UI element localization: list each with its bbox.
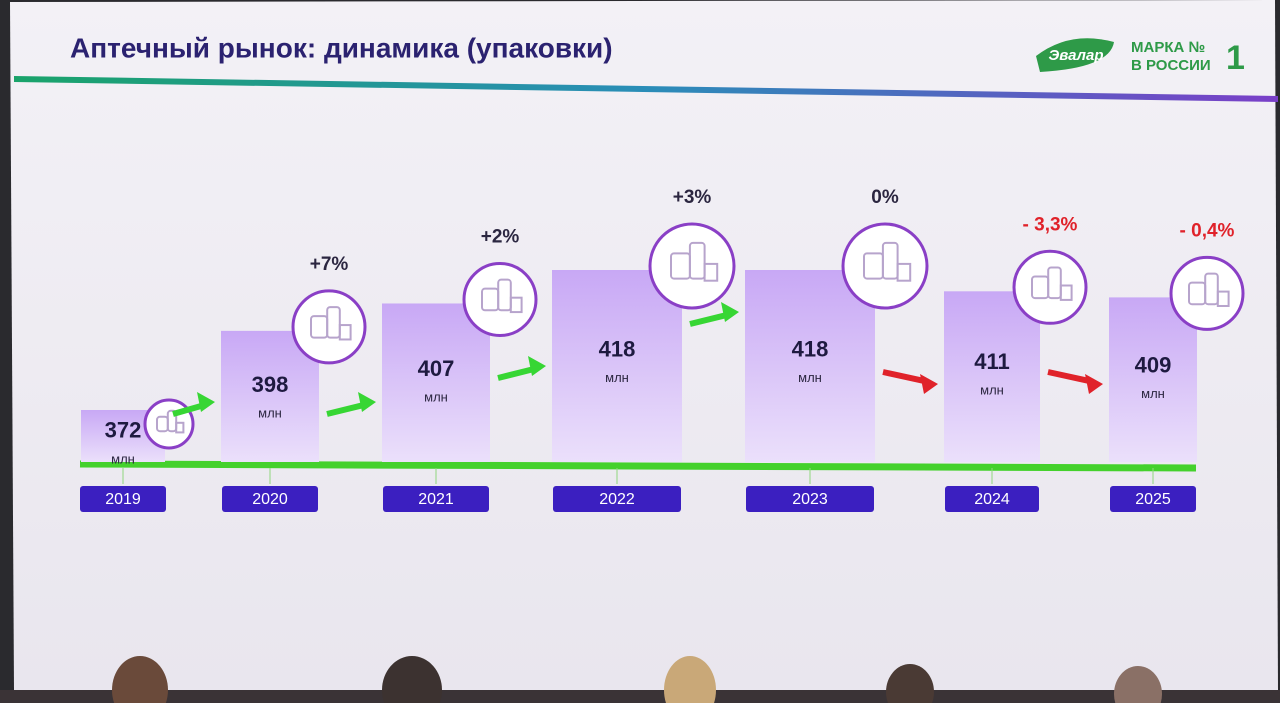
unit-label: млн [111, 451, 135, 466]
logo-line2: В РОССИИ [1131, 57, 1211, 74]
icon-bottle [1204, 272, 1219, 306]
change-label: - 3,3% [1023, 214, 1078, 235]
icon-bottle [1047, 266, 1062, 300]
year-label: 2021 [418, 491, 454, 508]
change-arrow [882, 369, 929, 385]
change-arrowhead [197, 392, 215, 412]
change-arrow [689, 311, 730, 327]
value-label: 411 [974, 349, 1010, 374]
bar [552, 270, 682, 462]
icon-box [703, 262, 719, 282]
stage [0, 690, 1280, 703]
change-label: +2% [481, 226, 520, 247]
change-arrowhead [721, 302, 739, 322]
title: Аптечный рынок: динамика (упаковки) [70, 32, 613, 63]
year-box [553, 486, 681, 512]
icon-bottle [881, 241, 899, 280]
year-box [1110, 486, 1196, 512]
bar [944, 291, 1040, 462]
unit-label: млн [980, 382, 1004, 397]
change-arrowhead [528, 356, 546, 376]
year-box [945, 486, 1039, 512]
change-arrowhead [358, 392, 376, 412]
change-arrow [326, 401, 367, 417]
icon-bottle [326, 306, 341, 339]
unit-label: млн [258, 405, 282, 420]
logo-number: 1 [1226, 39, 1245, 77]
icon-box [175, 421, 185, 434]
year-label: 2024 [974, 491, 1010, 508]
unit-label: млн [798, 370, 822, 385]
year-label: 2019 [105, 491, 141, 508]
change-arrowhead [920, 374, 938, 394]
icon-circle [143, 398, 195, 450]
year-label: 2020 [252, 491, 288, 508]
change-label: +7% [310, 254, 349, 275]
value-label: 407 [418, 356, 455, 381]
icon-circle [462, 261, 538, 337]
unit-label: млн [424, 389, 448, 404]
icon-circle [291, 289, 367, 365]
logo-brand: Эвалар [1048, 47, 1103, 64]
bar [1109, 297, 1197, 462]
year-box [746, 486, 874, 512]
change-arrow [172, 401, 206, 417]
bar [745, 270, 875, 462]
value-label: 398 [252, 372, 289, 397]
icon-circle [841, 222, 929, 310]
header-rule [14, 76, 1278, 102]
baseline [79, 460, 1197, 472]
value-label: 418 [599, 336, 636, 361]
person [382, 656, 442, 703]
year-box [383, 486, 489, 512]
change-label: +3% [673, 187, 712, 208]
icon-circle [1012, 249, 1088, 325]
person [112, 656, 168, 703]
icon-box [509, 296, 523, 314]
icon-bottle [688, 241, 706, 280]
change-label: - 0,4% [1180, 220, 1235, 241]
logo: Эвалар МАРКА № В РОССИИ 1 [1036, 38, 1245, 77]
bar [382, 303, 490, 462]
icon-box [338, 324, 352, 341]
audience [0, 656, 1280, 703]
change-arrowhead [1085, 374, 1103, 394]
value-label: 372 [105, 418, 142, 443]
year-box [222, 486, 318, 512]
change-arrow [1047, 369, 1094, 385]
change-arrow [497, 365, 537, 381]
logo-leaf [1036, 38, 1114, 72]
chart: 372 млн 2019 398 млн 2020 +7% 407 млн 2021 +2% 418 м… [79, 187, 1245, 512]
year-box [80, 486, 166, 512]
year-label: 2025 [1135, 491, 1171, 508]
icon-circle [1169, 255, 1245, 331]
icon-box [896, 262, 912, 282]
logo-line1: МАРКА № [1131, 39, 1205, 56]
icon-box [1216, 290, 1230, 307]
icon-bottle [166, 409, 178, 433]
person [886, 664, 934, 703]
unit-label: млн [605, 370, 629, 385]
person [664, 656, 716, 703]
icon-box [1059, 284, 1073, 301]
year-label: 2022 [599, 491, 635, 508]
value-label: 418 [792, 336, 829, 361]
icon-bottle [497, 278, 512, 312]
year-label: 2023 [792, 491, 828, 508]
change-label: 0% [871, 187, 899, 208]
unit-label: млн [1141, 386, 1165, 401]
person [1114, 666, 1162, 703]
icon-circle [648, 222, 736, 310]
value-label: 409 [1135, 352, 1172, 377]
